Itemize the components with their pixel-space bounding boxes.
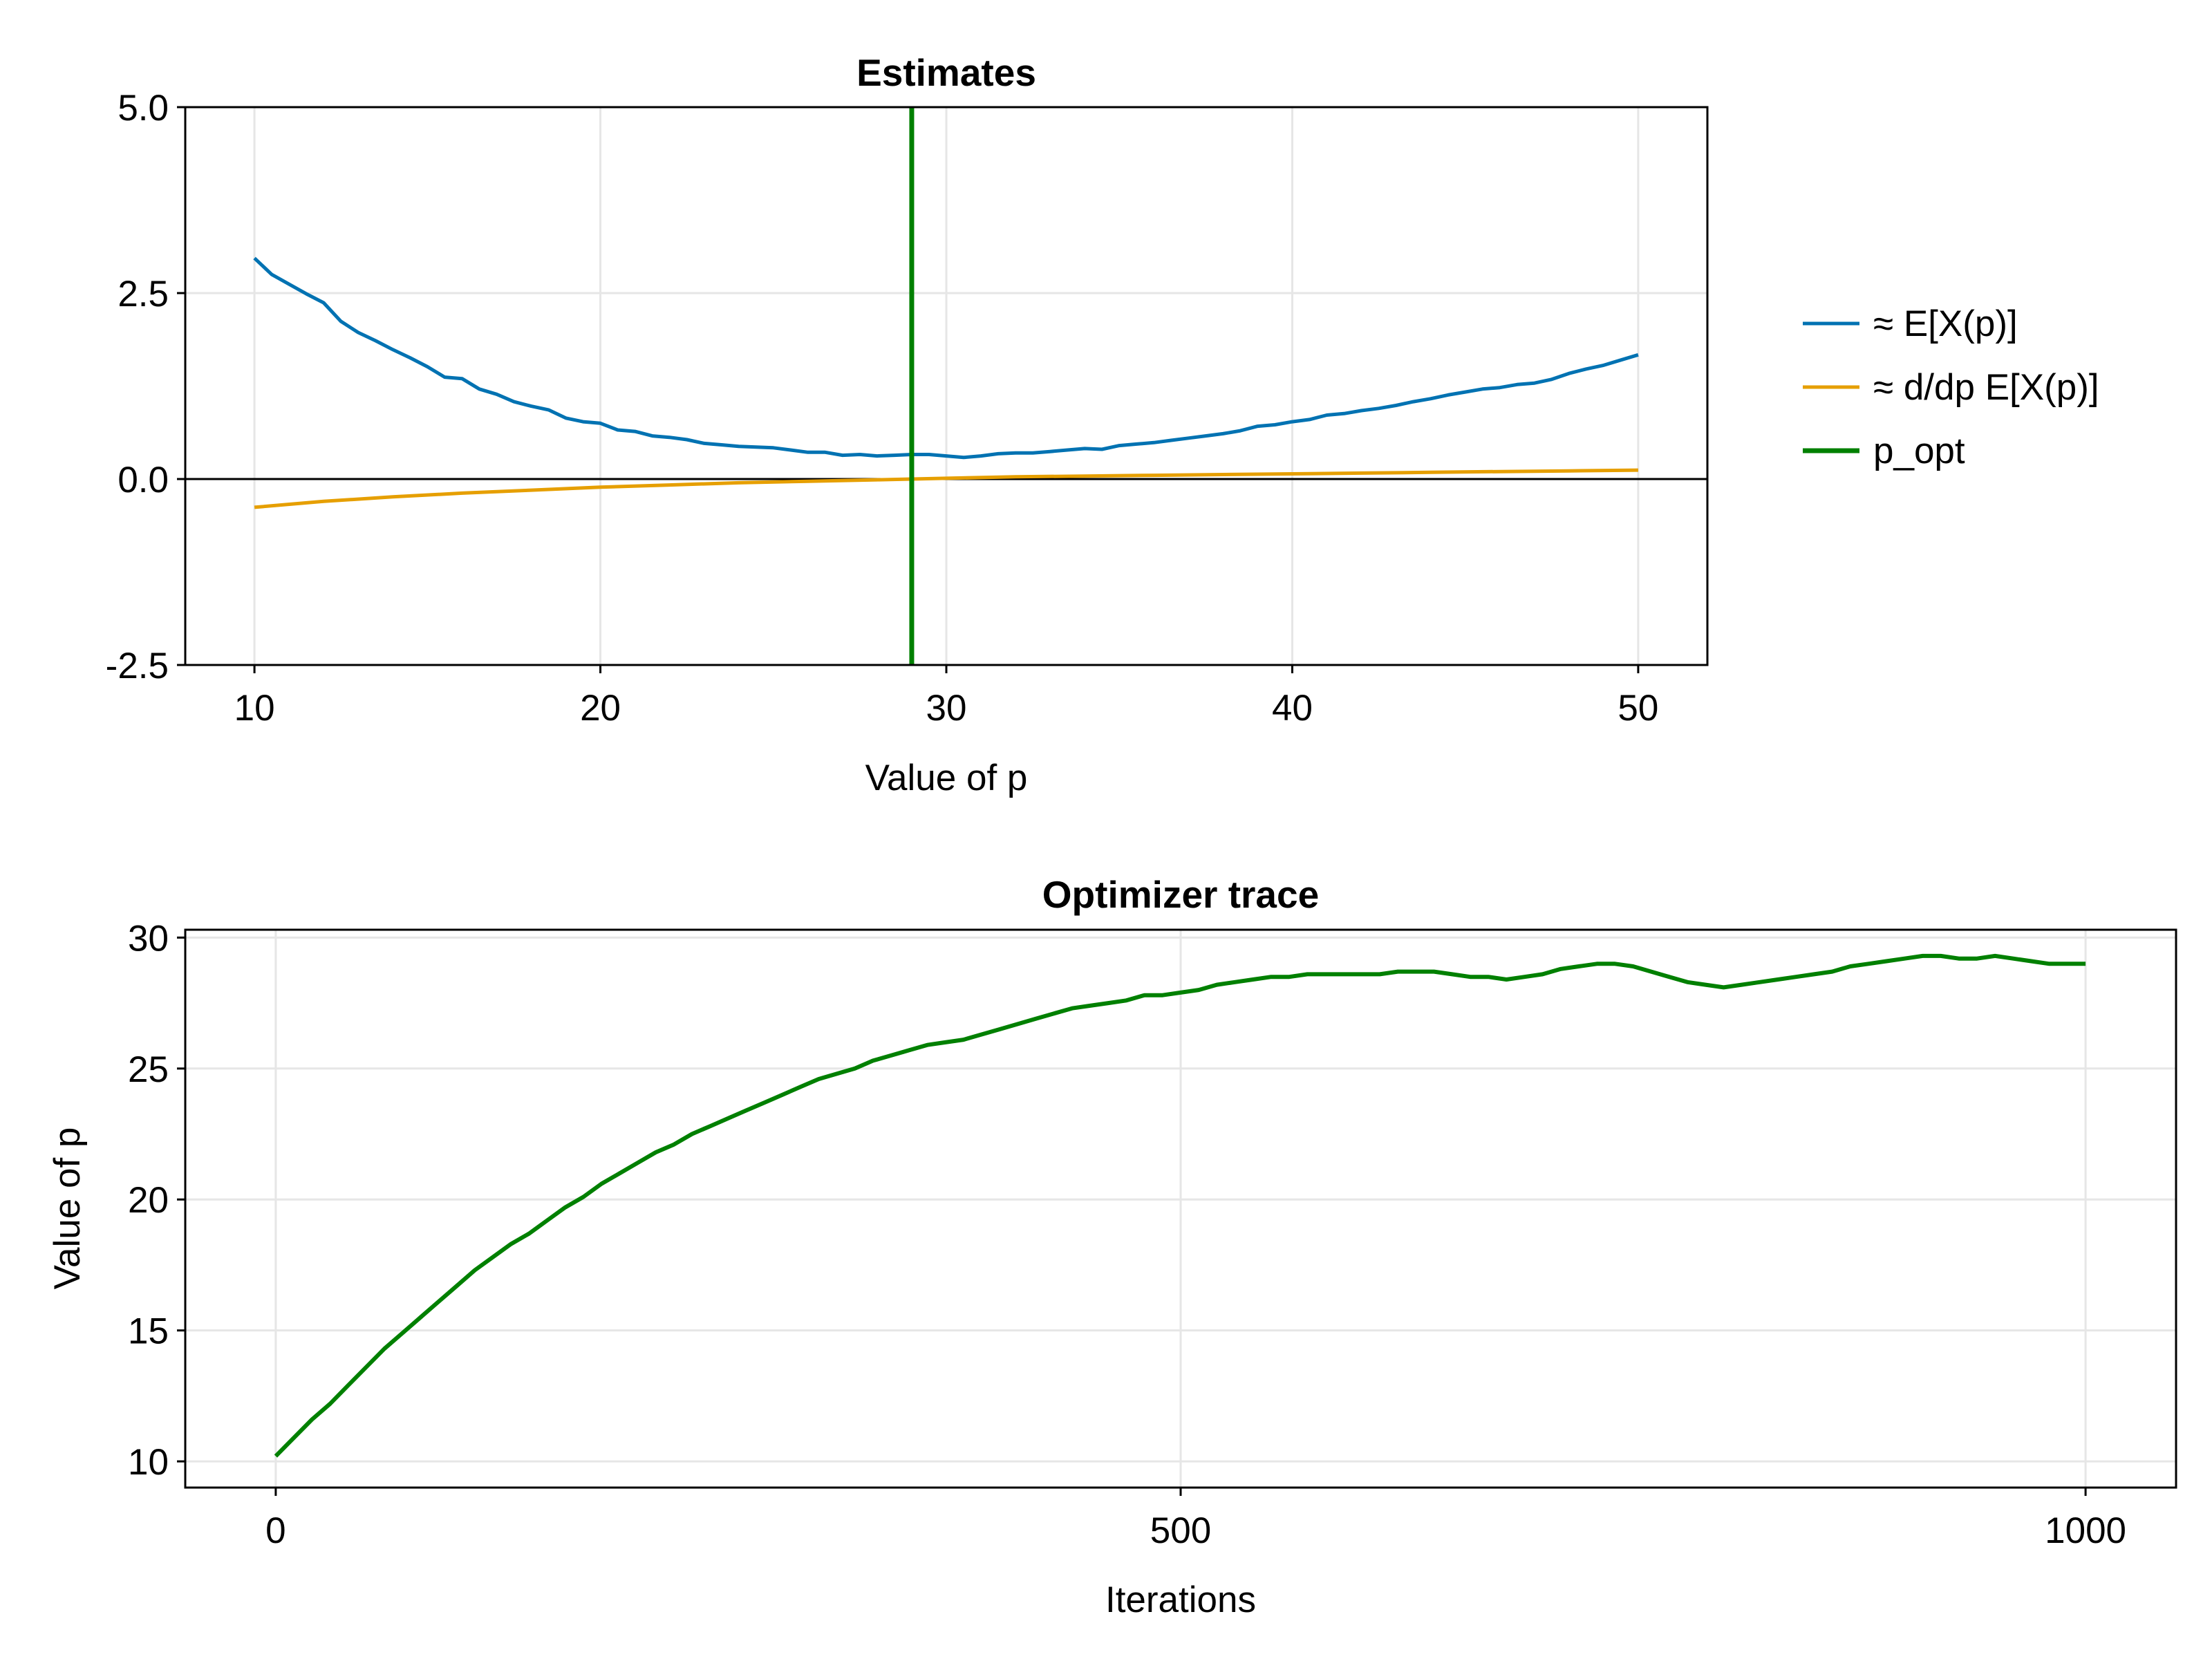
trace-ticks: 0 500 1000 10 15 20 25 30 xyxy=(128,918,2126,1551)
y-tick-label: 0.0 xyxy=(118,460,169,500)
y-tick-label: 15 xyxy=(128,1311,169,1352)
x-tick-label: 50 xyxy=(1618,688,1658,729)
x-tick-label: 1000 xyxy=(2045,1510,2126,1551)
legend-label-derivative: ≈ d/dp E[X(p)] xyxy=(1873,367,2099,408)
series-line-optimizer-trace xyxy=(274,953,2086,1458)
estimates-xlabel: Value of p xyxy=(865,758,1028,798)
trace-ylabel: Value of p xyxy=(47,1127,88,1290)
series-line-derivative xyxy=(254,468,1638,509)
estimates-chart: 10 20 30 40 50 -2.5 0.0 2.5 5.0 Estimates Value … xyxy=(106,51,2099,798)
x-tick-label: 10 xyxy=(234,688,275,729)
legend-label-p-opt: p_opt xyxy=(1873,431,1965,471)
y-tick-label: 30 xyxy=(128,918,169,959)
estimates-ticks: 10 20 30 40 50 -2.5 0.0 2.5 5.0 xyxy=(106,88,1659,729)
trace-grid xyxy=(185,930,2176,1488)
y-tick-label: 20 xyxy=(128,1180,169,1221)
trace-xlabel: Iterations xyxy=(1105,1580,1256,1620)
y-tick-label: 5.0 xyxy=(118,88,169,129)
y-tick-label: 25 xyxy=(128,1049,169,1090)
x-tick-label: 0 xyxy=(265,1510,285,1551)
y-tick-label: -2.5 xyxy=(106,646,169,686)
x-tick-label: 20 xyxy=(580,688,621,729)
x-tick-label: 40 xyxy=(1272,688,1313,729)
estimates-title: Estimates xyxy=(856,51,1036,94)
estimates-legend: ≈ E[X(p)] ≈ d/dp E[X(p)] p_opt xyxy=(1803,303,2099,471)
optimizer-trace-chart: 0 500 1000 10 15 20 25 30 Optimizer trace Itera… xyxy=(47,873,2177,1620)
x-tick-label: 30 xyxy=(926,688,967,729)
x-tick-label: 500 xyxy=(1150,1510,1211,1551)
estimates-plot-area xyxy=(185,107,1707,665)
legend-label-expectation: ≈ E[X(p)] xyxy=(1873,303,2018,344)
trace-title: Optimizer trace xyxy=(1042,873,1319,916)
y-tick-label: 10 xyxy=(128,1442,169,1483)
estimates-grid xyxy=(185,106,1707,666)
trace-plot-area xyxy=(274,953,2086,1458)
y-tick-label: 2.5 xyxy=(118,274,169,315)
series-line-expectation xyxy=(253,256,1639,460)
